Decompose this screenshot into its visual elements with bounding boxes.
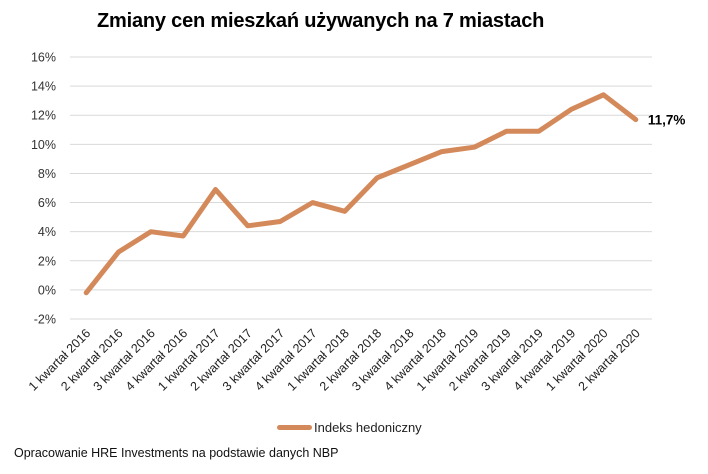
gridlines: [70, 56, 652, 320]
legend-label: Indeks hedoniczny: [314, 419, 422, 435]
y-tick-label: 4%: [38, 225, 56, 239]
y-tick-label: 12%: [31, 109, 56, 123]
y-tick-label: 0%: [38, 283, 56, 297]
legend-swatch-icon: [277, 424, 312, 430]
y-tick-label: 8%: [38, 167, 56, 181]
y-tick-label: 16%: [31, 51, 56, 65]
series-line-indeks-hedoniczny: [83, 92, 639, 296]
y-tick-label: 14%: [31, 80, 56, 94]
y-tick-label: 6%: [38, 196, 56, 210]
y-tick-label: -2%: [34, 313, 56, 327]
chart-title: Zmiany cen mieszkań używanych na 7 miast…: [97, 10, 545, 32]
y-tick-label: 10%: [31, 138, 56, 152]
source-note: Opracowanie HRE Investments na podstawie…: [14, 446, 339, 460]
y-axis-labels: -2% 0% 2% 4% 6% 8% 10% 12% 14% 16%: [31, 51, 56, 327]
y-tick-label: 2%: [38, 254, 56, 268]
end-value-label: 11,7%: [648, 113, 686, 128]
legend: Indeks hedoniczny: [277, 417, 422, 437]
